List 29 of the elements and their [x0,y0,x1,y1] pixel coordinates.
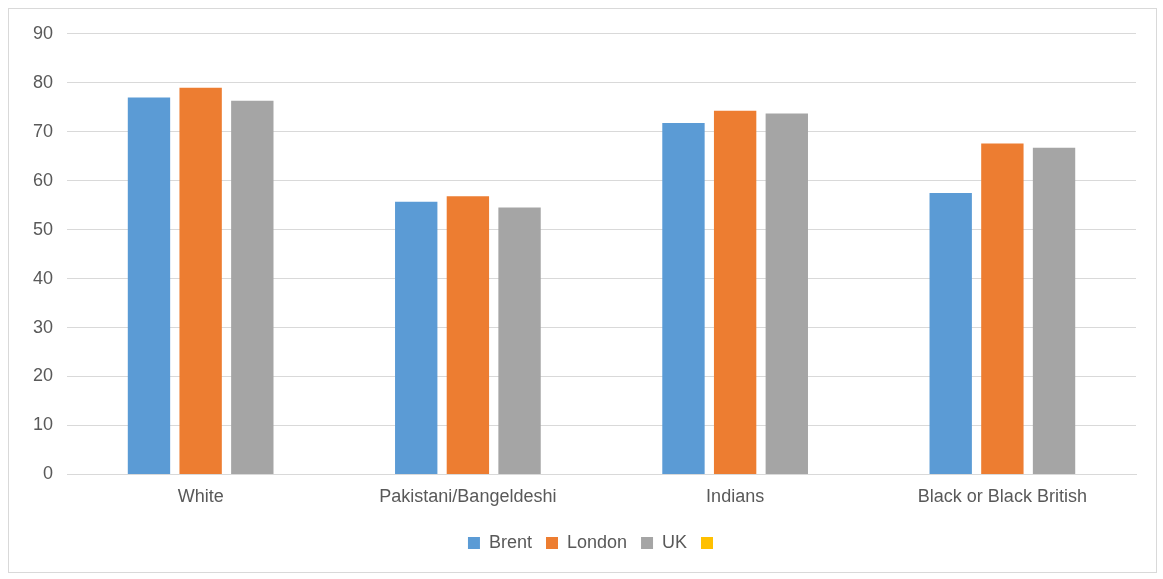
x-tick-label: Pakistani/Bangeldeshi [379,486,557,507]
y-tick-label: 80 [32,71,54,92]
y-tick-label: 70 [32,120,54,141]
bar [179,87,222,474]
bar [662,122,705,474]
bar [1032,147,1076,474]
bar [446,196,490,474]
y-tick-label: 40 [32,267,54,288]
y-tick-label: 10 [32,414,54,435]
bar [981,143,1024,474]
bar [127,97,171,474]
y-tick-label: 30 [32,316,54,337]
legend-label: Brent [488,531,532,552]
bar [713,110,757,474]
legend-label: London [566,531,628,552]
bar [231,100,274,474]
y-tick-label: 0 [43,463,54,484]
y-tick-label: 90 [32,22,54,43]
bar [929,192,972,474]
bar [498,207,541,474]
y-tick-label: 20 [32,365,54,386]
bar [395,201,438,474]
y-tick-label: 50 [32,218,54,239]
bar [765,113,808,474]
x-tick-label: White [177,486,224,507]
x-tick-label: Indians [706,486,765,507]
legend-label: UK [662,531,688,552]
x-tick-label: Black or Black British [917,486,1087,507]
y-tick-label: 60 [32,169,54,190]
